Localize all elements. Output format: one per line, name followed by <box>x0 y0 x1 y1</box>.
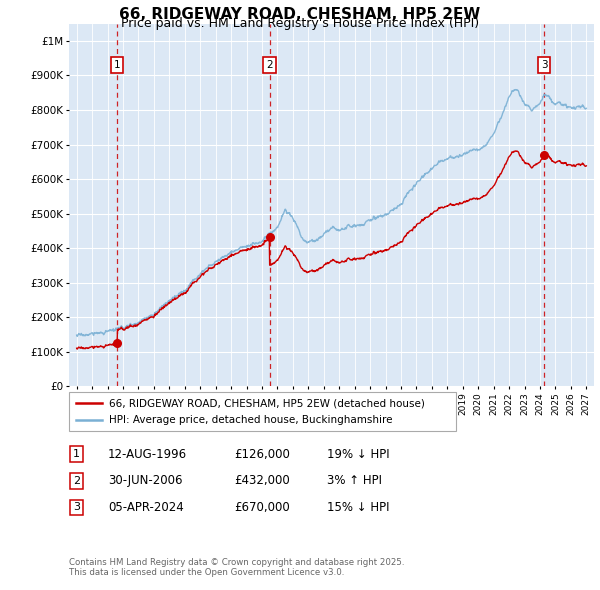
Text: £126,000: £126,000 <box>234 448 290 461</box>
Text: 1: 1 <box>73 450 80 459</box>
Text: 19% ↓ HPI: 19% ↓ HPI <box>327 448 389 461</box>
Text: 1: 1 <box>114 60 121 70</box>
Text: Price paid vs. HM Land Registry's House Price Index (HPI): Price paid vs. HM Land Registry's House … <box>121 17 479 30</box>
Text: £670,000: £670,000 <box>234 501 290 514</box>
Text: 12-AUG-1996: 12-AUG-1996 <box>108 448 187 461</box>
Text: 30-JUN-2006: 30-JUN-2006 <box>108 474 182 487</box>
Text: 15% ↓ HPI: 15% ↓ HPI <box>327 501 389 514</box>
Text: HPI: Average price, detached house, Buckinghamshire: HPI: Average price, detached house, Buck… <box>109 415 393 425</box>
Text: 2: 2 <box>266 60 273 70</box>
Text: 05-APR-2024: 05-APR-2024 <box>108 501 184 514</box>
Text: 66, RIDGEWAY ROAD, CHESHAM, HP5 2EW (detached house): 66, RIDGEWAY ROAD, CHESHAM, HP5 2EW (det… <box>109 398 425 408</box>
Text: 66, RIDGEWAY ROAD, CHESHAM, HP5 2EW: 66, RIDGEWAY ROAD, CHESHAM, HP5 2EW <box>119 7 481 22</box>
Text: £432,000: £432,000 <box>234 474 290 487</box>
Text: 3: 3 <box>73 503 80 512</box>
Text: Contains HM Land Registry data © Crown copyright and database right 2025.
This d: Contains HM Land Registry data © Crown c… <box>69 558 404 577</box>
Text: 3% ↑ HPI: 3% ↑ HPI <box>327 474 382 487</box>
Text: 3: 3 <box>541 60 547 70</box>
Text: 2: 2 <box>73 476 80 486</box>
